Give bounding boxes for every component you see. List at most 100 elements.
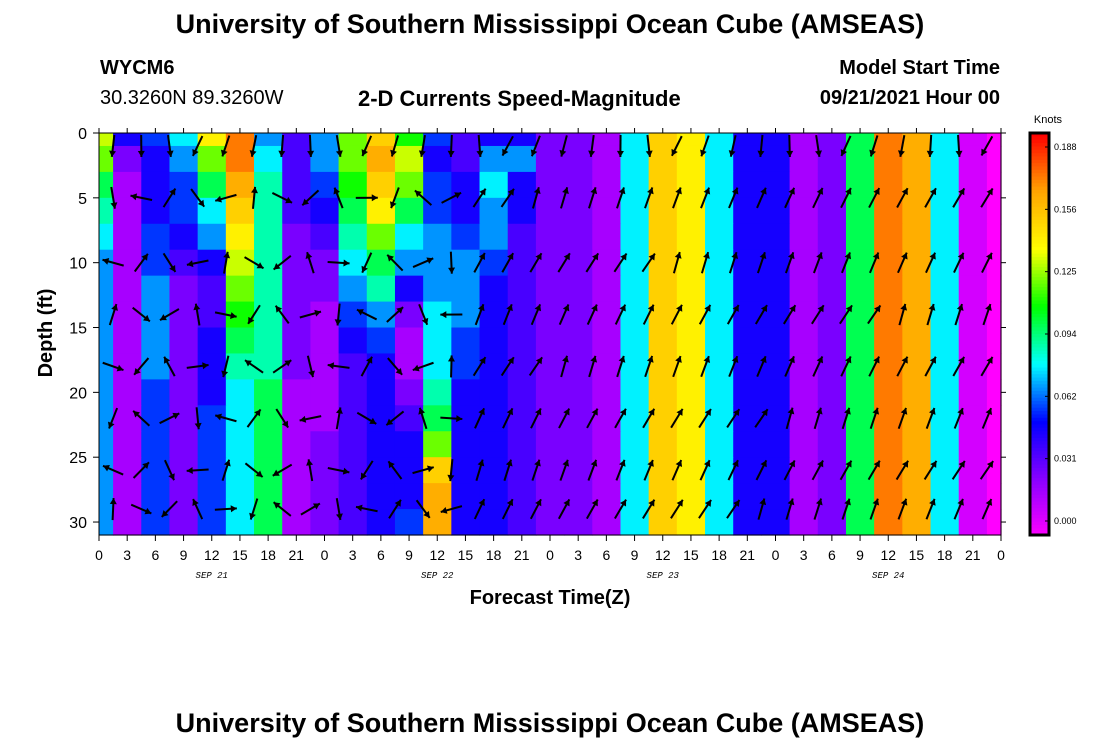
heat-cell bbox=[423, 171, 452, 199]
heat-cell bbox=[451, 431, 481, 458]
current-arrowhead bbox=[535, 408, 542, 416]
current-arrowhead bbox=[645, 150, 653, 157]
heat-cell bbox=[451, 353, 481, 380]
current-arrowhead bbox=[308, 370, 315, 378]
current-arrowhead bbox=[759, 498, 767, 506]
heat-cell bbox=[986, 249, 1002, 277]
heat-cell bbox=[564, 509, 593, 536]
current-arrowhead bbox=[305, 252, 313, 259]
current-arrowhead bbox=[955, 150, 963, 157]
heat-cell bbox=[874, 133, 903, 147]
colorbar-band bbox=[1030, 270, 1049, 275]
heat-cell bbox=[169, 509, 199, 536]
footer-title: University of Southern Mississippi Ocean… bbox=[175, 708, 925, 738]
colorbar-band bbox=[1030, 350, 1049, 355]
x-tick-label: 3 bbox=[800, 547, 808, 563]
current-arrowhead bbox=[507, 188, 514, 196]
speed-heatmap bbox=[99, 133, 1002, 536]
heat-cell bbox=[592, 145, 622, 173]
current-arrowhead bbox=[534, 304, 542, 312]
current-arrowhead bbox=[788, 460, 796, 468]
current-arrowhead bbox=[759, 252, 767, 260]
heat-cell bbox=[141, 327, 171, 355]
current-arrowhead bbox=[985, 408, 993, 416]
x-tick-label: 9 bbox=[856, 547, 864, 563]
current-arrowhead bbox=[733, 409, 740, 417]
current-arrowhead bbox=[563, 253, 570, 261]
current-arrowhead bbox=[230, 312, 237, 319]
colorbar-band bbox=[1030, 220, 1049, 225]
heat-cell bbox=[366, 223, 396, 251]
heat-cell bbox=[535, 327, 565, 355]
heat-cell bbox=[705, 275, 734, 303]
heat-cell bbox=[676, 223, 706, 251]
heat-cell bbox=[225, 145, 255, 173]
x-tick-label: 15 bbox=[683, 547, 699, 563]
current-arrowhead bbox=[478, 408, 485, 416]
current-arrowhead bbox=[731, 187, 739, 195]
current-arrowhead bbox=[816, 252, 823, 260]
current-arrowhead bbox=[760, 356, 767, 364]
current-arrowhead bbox=[872, 407, 880, 415]
current-arrowhead bbox=[343, 259, 350, 267]
current-arrowhead bbox=[447, 355, 455, 362]
heat-cell bbox=[902, 509, 932, 536]
heat-cell bbox=[451, 275, 481, 303]
heat-cell bbox=[761, 133, 791, 147]
heat-cell bbox=[423, 145, 452, 173]
colorbar: Knots 0.188 0.156 0.125 0.094 0.062 0.031 0.000 bbox=[1028, 114, 1077, 537]
heat-cell bbox=[817, 431, 847, 458]
current-arrowhead bbox=[230, 505, 237, 513]
heat-cell bbox=[676, 431, 706, 458]
heat-cell bbox=[874, 379, 903, 406]
heat-cell bbox=[761, 171, 791, 199]
colorbar-tick-label: 0.125 bbox=[1054, 267, 1077, 277]
heat-cell bbox=[845, 197, 875, 225]
current-arrowhead bbox=[306, 459, 314, 466]
heat-cell bbox=[479, 431, 509, 458]
heat-cell bbox=[254, 197, 283, 225]
heat-cell bbox=[789, 197, 819, 225]
current-arrowhead bbox=[986, 461, 994, 469]
x-tick-label: 6 bbox=[151, 547, 159, 563]
colorbar-band bbox=[1030, 320, 1049, 325]
current-arrowhead bbox=[957, 498, 964, 506]
current-arrowhead bbox=[426, 257, 434, 264]
current-arrowhead bbox=[563, 408, 570, 416]
current-arrowhead bbox=[844, 356, 852, 364]
heat-cell bbox=[564, 145, 593, 173]
heat-cell bbox=[874, 197, 903, 225]
current-arrowhead bbox=[787, 407, 795, 415]
heat-cell bbox=[845, 145, 875, 173]
heat-cell bbox=[197, 171, 227, 199]
current-arrowhead bbox=[361, 265, 368, 273]
heat-cell bbox=[535, 379, 565, 406]
heat-cell bbox=[648, 133, 678, 147]
colorbar-band bbox=[1030, 203, 1049, 208]
current-arrowhead bbox=[388, 461, 395, 469]
colorbar-band bbox=[1030, 524, 1049, 529]
colorbar-band bbox=[1030, 256, 1049, 261]
heat-cell bbox=[874, 301, 903, 329]
heat-cell bbox=[113, 457, 142, 484]
heat-cell bbox=[592, 353, 622, 380]
colorbar-band bbox=[1030, 139, 1049, 144]
colorbar-band bbox=[1030, 370, 1049, 375]
current-arrowhead bbox=[732, 460, 739, 468]
heat-cell bbox=[705, 145, 734, 173]
heat-cell bbox=[197, 301, 227, 329]
current-arrowhead bbox=[507, 253, 514, 261]
heat-cell bbox=[592, 327, 622, 355]
current-arrowhead bbox=[986, 188, 993, 196]
heat-cell bbox=[733, 171, 763, 199]
heat-cell bbox=[535, 431, 565, 458]
heat-cell bbox=[761, 509, 791, 536]
current-arrowhead bbox=[360, 472, 368, 480]
heat-cell bbox=[874, 171, 903, 199]
current-arrowhead bbox=[478, 499, 485, 507]
heat-cell bbox=[789, 133, 819, 147]
heat-cell bbox=[986, 431, 1002, 458]
current-arrowhead bbox=[732, 304, 739, 312]
current-arrowhead bbox=[873, 460, 880, 468]
current-arrowhead bbox=[168, 473, 175, 481]
